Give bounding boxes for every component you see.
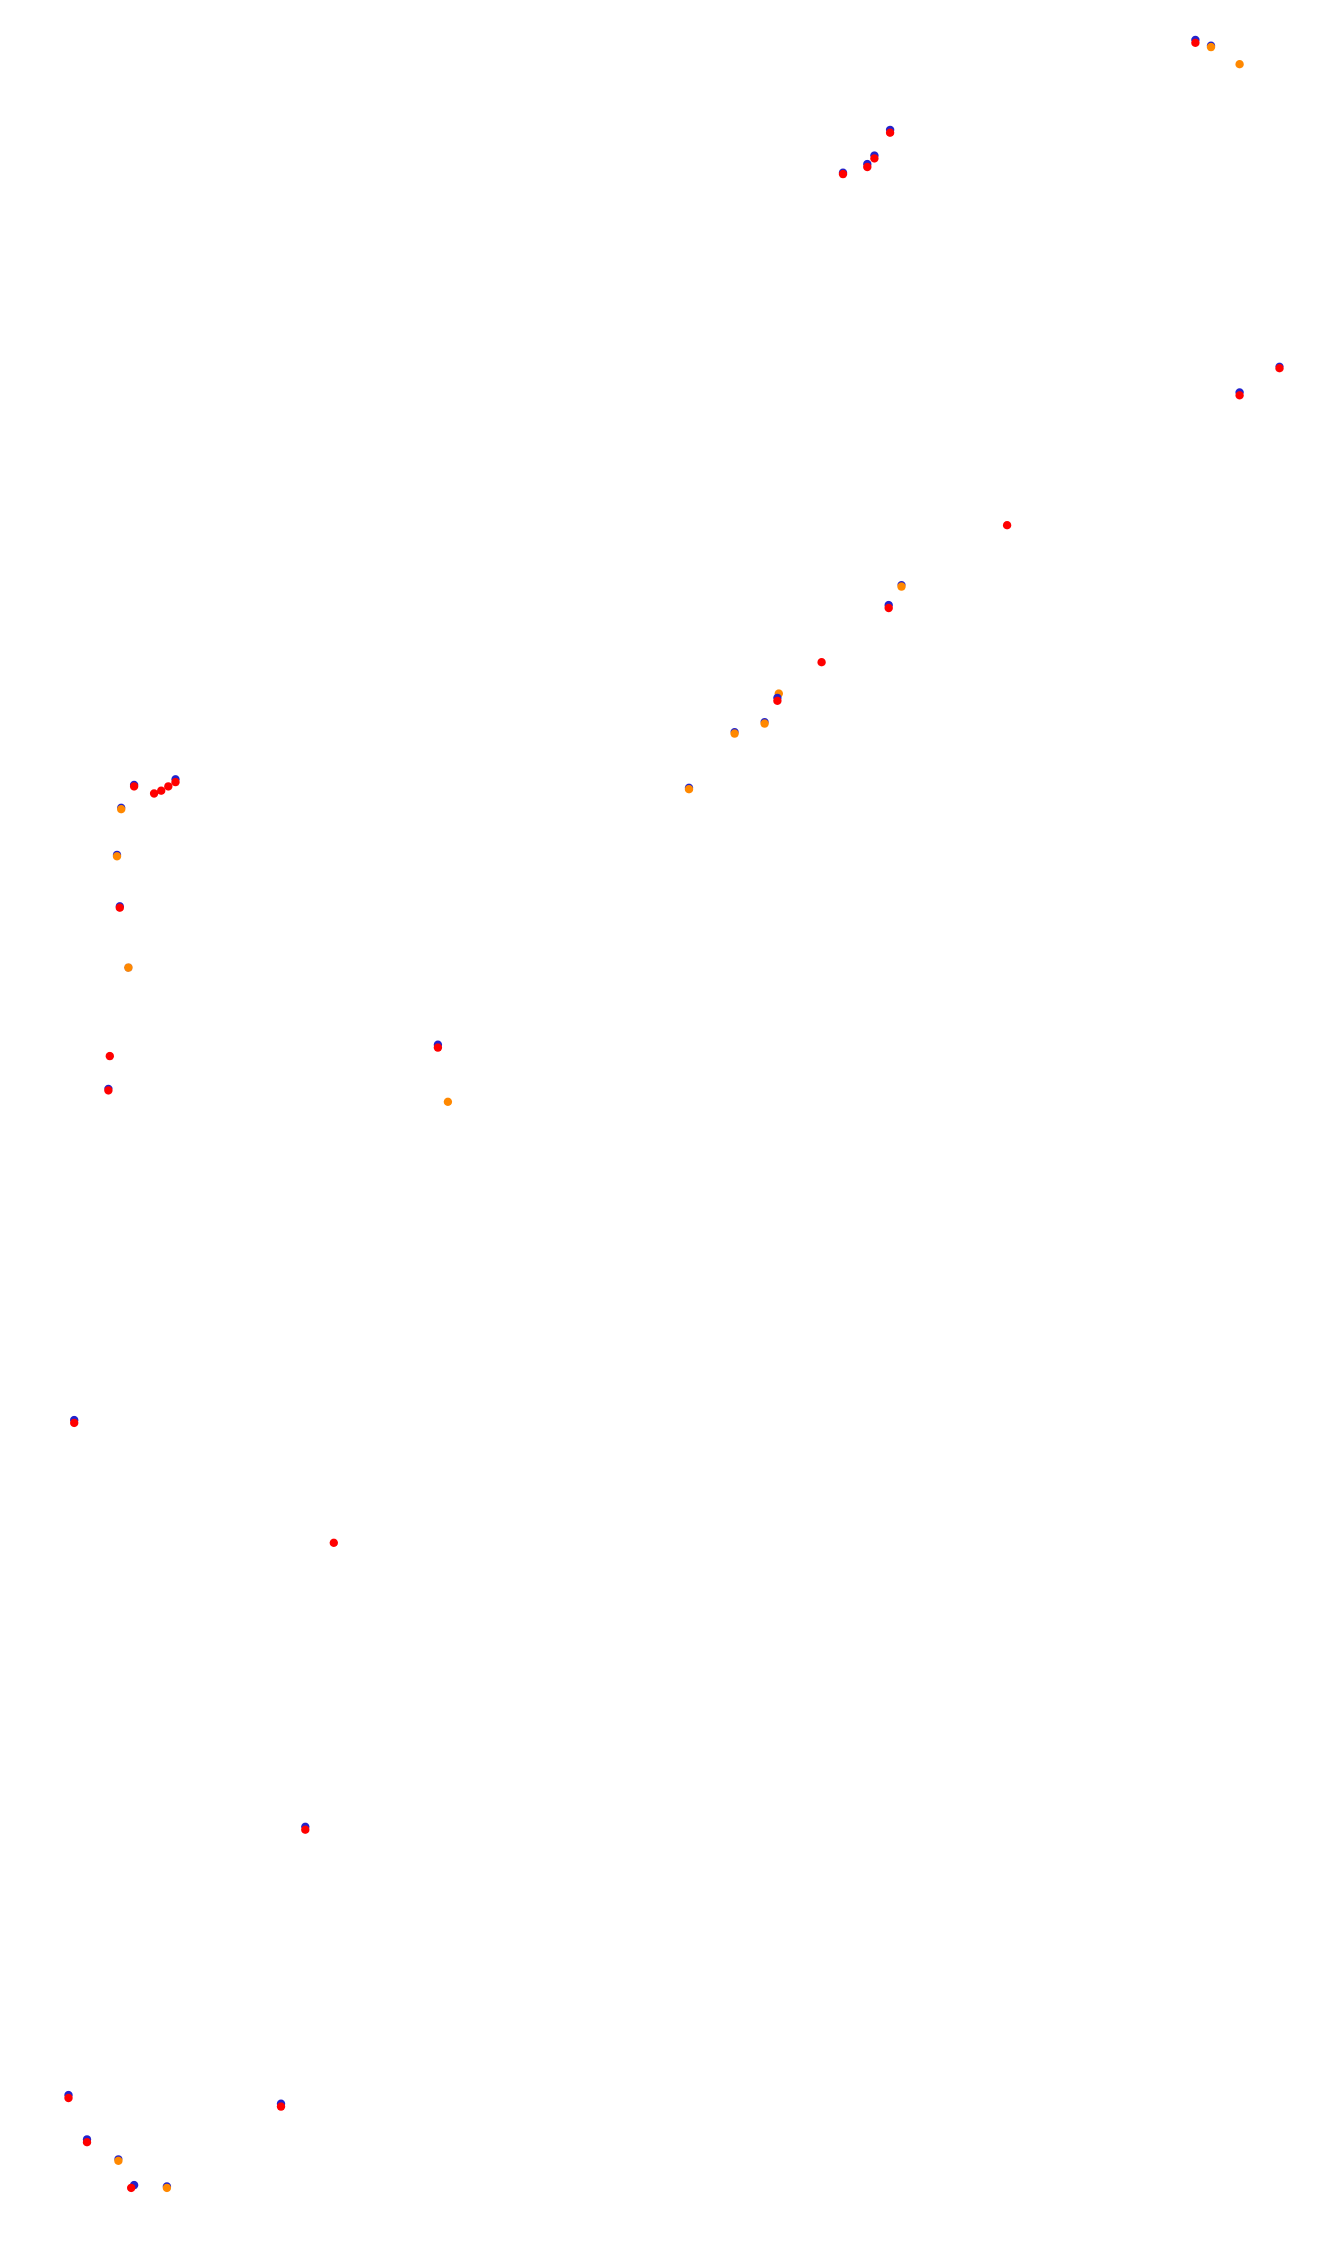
data-point-red-63 (82, 2138, 92, 2147)
data-point-red-34 (164, 782, 173, 791)
data-point-red-22 (817, 658, 826, 667)
data-point-orange-42 (112, 852, 122, 861)
data-point-red-51 (104, 1086, 113, 1095)
data-point-red-1 (1191, 38, 1200, 47)
data-point-red-12 (838, 169, 848, 179)
data-point-red-14 (1275, 364, 1284, 373)
data-point-orange-3 (1206, 42, 1216, 52)
data-point-red-8 (870, 154, 879, 163)
data-point-red-61 (276, 2102, 286, 2111)
data-point-red-49 (105, 1051, 115, 1061)
data-point-red-57 (301, 1825, 310, 1834)
data-point-orange-31 (684, 785, 694, 794)
data-point-orange-65 (114, 2156, 123, 2165)
data-point-red-55 (329, 1538, 338, 1548)
data-point-red-54 (70, 1418, 79, 1428)
data-point-red-6 (885, 128, 895, 137)
data-point-red-35 (157, 786, 166, 795)
data-point-orange-29 (730, 729, 739, 738)
data-point-red-10 (863, 162, 872, 172)
data-point-orange-52 (443, 1097, 453, 1107)
data-point-orange-19 (897, 582, 906, 591)
data-point-orange-40 (117, 805, 126, 814)
data-point-red-33 (171, 777, 180, 787)
data-point-red-38 (129, 782, 139, 791)
data-point-red-16 (1235, 391, 1244, 400)
data-point-red-59 (64, 2093, 73, 2103)
data-point-red-67 (127, 2183, 136, 2193)
data-point-red-36 (149, 789, 159, 798)
points-layer (64, 35, 1284, 2193)
data-point-red-17 (1002, 521, 1012, 530)
data-point-red-25 (773, 696, 782, 705)
data-point-red-44 (115, 903, 125, 912)
data-point-red-21 (884, 603, 893, 613)
data-point-orange-46 (124, 963, 133, 972)
data-point-orange-4 (1235, 59, 1244, 69)
data-point-red-48 (433, 1043, 443, 1052)
data-point-orange-69 (162, 2183, 172, 2193)
data-point-orange-27 (760, 719, 769, 728)
